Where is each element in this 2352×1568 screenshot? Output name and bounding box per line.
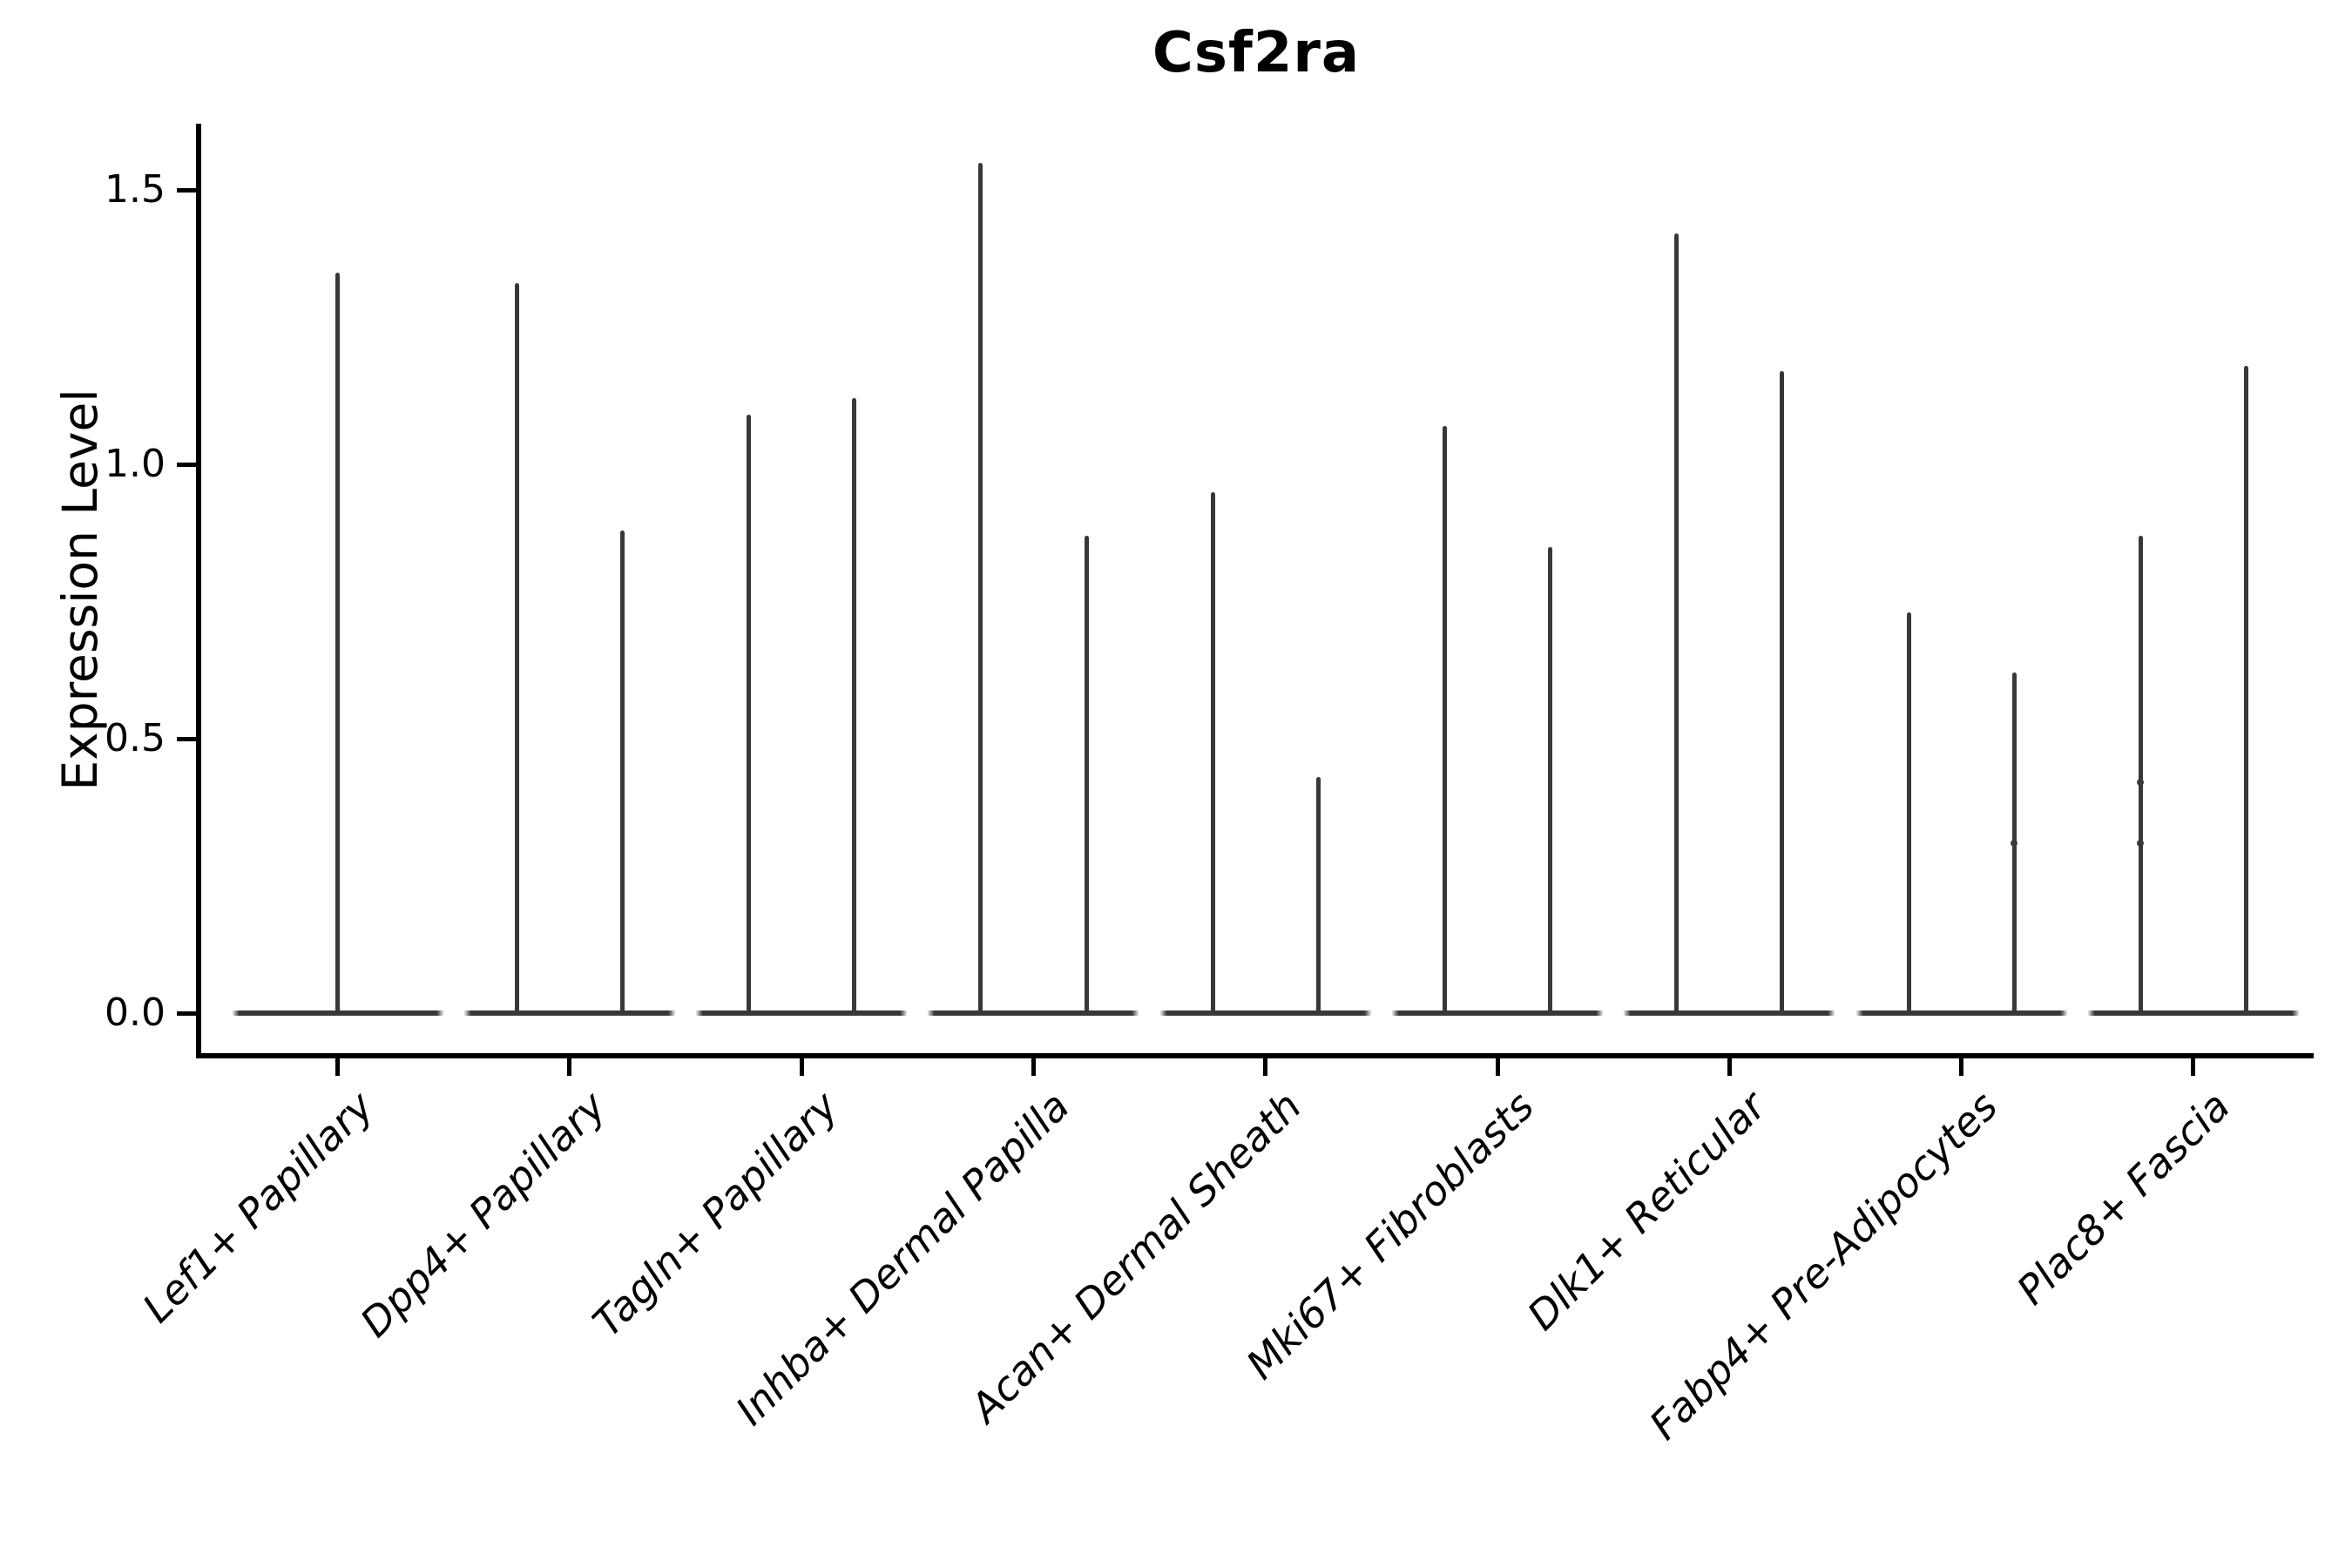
violin-spike	[2244, 365, 2248, 1015]
violin-spike	[2138, 535, 2143, 1015]
y-tick-mark	[177, 462, 196, 467]
violin-spike	[514, 283, 519, 1015]
violin-baseline	[927, 1010, 1140, 1016]
violin-baseline	[2086, 1010, 2300, 1016]
x-tick-label: Dpp4+ Papillary	[350, 1082, 615, 1347]
y-tick-mark	[177, 736, 196, 741]
violin-spike	[1780, 370, 1785, 1015]
x-tick-mark	[799, 1058, 804, 1076]
violin-spike	[1210, 491, 1215, 1015]
y-tick-mark	[177, 1010, 196, 1016]
violin-baseline	[1391, 1010, 1604, 1016]
violin-spike	[978, 162, 983, 1015]
violin-spike	[619, 530, 625, 1015]
x-tick-label: Lef1+ Papillary	[133, 1082, 383, 1332]
violin-spike	[1906, 612, 1911, 1015]
x-tick-mark	[1727, 1058, 1732, 1076]
y-axis-spine	[196, 124, 201, 1058]
x-axis-spine	[196, 1053, 2314, 1058]
x-tick-mark	[1959, 1058, 1964, 1076]
violin-spike	[335, 272, 340, 1015]
violin-baseline	[1623, 1010, 1836, 1016]
y-tick-mark	[177, 187, 196, 193]
violin-spike	[1674, 233, 1680, 1015]
x-tick-label: Dlk1+ Reticular	[1517, 1082, 1775, 1340]
violin-baseline	[1855, 1010, 2068, 1016]
y-axis-label: Expression Level	[52, 389, 108, 791]
y-tick-label: 0.5	[105, 716, 166, 760]
x-tick-label: Tagln+ Papillary	[583, 1082, 847, 1346]
expression-point	[2137, 779, 2145, 787]
x-tick-label: Plac8+ Fascia	[2007, 1082, 2239, 1314]
y-tick-label: 1.0	[105, 442, 166, 486]
violin-spike	[1442, 425, 1447, 1015]
x-tick-mark	[567, 1058, 572, 1076]
violin-spike	[1315, 777, 1321, 1015]
violin-baseline	[463, 1010, 676, 1016]
x-tick-mark	[2191, 1058, 2196, 1076]
y-tick-label: 0.0	[105, 990, 166, 1035]
x-tick-mark	[335, 1058, 340, 1076]
violin-baseline	[1159, 1010, 1372, 1016]
expression-point	[2137, 839, 2145, 847]
violin-spike	[1084, 535, 1089, 1015]
violin-spike	[1548, 546, 1553, 1015]
x-tick-mark	[1495, 1058, 1500, 1076]
expression-point	[2011, 839, 2018, 847]
y-tick-label: 1.5	[105, 167, 166, 212]
violin-spike	[852, 398, 857, 1015]
violin-spike	[747, 415, 751, 1015]
violin-baseline	[695, 1010, 909, 1016]
x-tick-mark	[1031, 1058, 1036, 1076]
x-tick-mark	[1263, 1058, 1268, 1076]
chart-title: Csf2ra	[1152, 21, 1361, 85]
